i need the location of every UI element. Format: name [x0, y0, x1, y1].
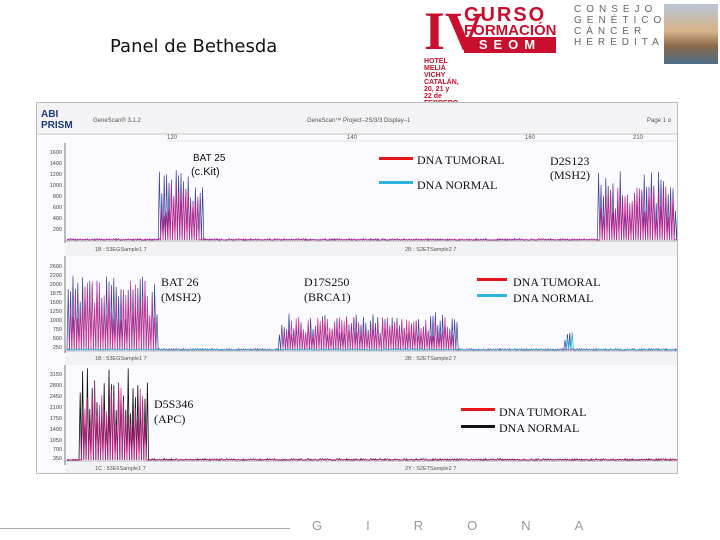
marker-label: D17S250 [304, 275, 350, 289]
axis-tick: 140 [347, 135, 358, 141]
y-tick: 800 [53, 194, 62, 200]
screenshot-header [37, 103, 677, 135]
y-tick: 1000 [50, 318, 62, 324]
axis-tick: 160 [525, 135, 536, 141]
slide-title: Panel de Bethesda [110, 36, 278, 57]
logo-consejo-line: GENÉTICO [574, 15, 667, 26]
y-tick: 400 [53, 216, 62, 222]
legend-swatch-tumoral [461, 408, 495, 411]
logo-formacion: FORMACIÓN [464, 22, 557, 39]
y-tick: 2600 [50, 264, 62, 270]
sample-label: 1C : 53E6Sample1 7 [95, 466, 146, 472]
brand-abi: ABI [41, 109, 58, 120]
marker-label: D2S123 [550, 154, 590, 168]
trace-line [66, 280, 677, 351]
y-tick: 700 [53, 447, 62, 453]
logo-seom: SEOM [464, 37, 556, 53]
marker-label: D5S346 [154, 397, 194, 411]
y-tick: 600 [53, 205, 62, 211]
panel-divider [65, 352, 677, 365]
legend-swatch-normal [461, 425, 495, 428]
axis-tick: 210 [633, 135, 644, 141]
trace-line [66, 382, 677, 461]
trace-line [66, 183, 677, 241]
sample-label: 2B : S2ETSample2 7 [405, 356, 456, 362]
legend-label: DNA NORMAL [513, 291, 594, 305]
y-tick: 250 [53, 345, 62, 351]
sample-label: 2Y : S2ETSample2 7 [405, 466, 456, 472]
legend-label: DNA NORMAL [499, 421, 580, 435]
y-tick: 1000 [50, 183, 62, 189]
legend-swatch-normal [477, 294, 507, 297]
trace-line [66, 332, 677, 351]
marker-label: BAT 25 [193, 153, 226, 164]
legend-label: DNA TUMORAL [417, 153, 505, 167]
y-tick: 750 [53, 327, 62, 333]
brand-prism: PRISM [41, 120, 73, 131]
genescan-screenshot: ABI PRISM GeneScan® 3.1.2 GeneScan™ Proj… [36, 102, 678, 474]
girona-photo [664, 4, 718, 64]
window-title: GeneScan™ Project–2S/3/3 Display–1 [307, 117, 411, 124]
logo-consejo-line: HEREDITARIO [574, 37, 697, 48]
sample-label: 1B : 53EGSample1 7 [95, 247, 147, 253]
page-label: Page 1 o [647, 118, 672, 124]
y-tick: 1200 [50, 172, 62, 178]
y-tick: 1750 [50, 416, 62, 422]
marker-label: BAT 26 [161, 275, 199, 289]
legend-label: DNA TUMORAL [513, 275, 601, 289]
y-tick: 2800 [50, 383, 62, 389]
marker-label: (BRCA1) [304, 290, 351, 304]
marker-label: (MSH2) [161, 290, 202, 304]
electropherogram-svg: ABI PRISM GeneScan® 3.1.2 GeneScan™ Proj… [37, 103, 677, 473]
logo-consejo-line: CÁNCER [574, 26, 647, 37]
legend-swatch-tumoral [477, 278, 507, 281]
sample-label: 1B : 53EGSample1 7 [95, 356, 147, 362]
y-tick: 2200 [50, 273, 62, 279]
trace-line [66, 368, 677, 461]
y-tick: 1600 [50, 150, 62, 156]
logo-consejo-text: CONSEJO GENÉTICO CÁNCER HEREDITARIO [574, 4, 697, 48]
y-tick: 200 [53, 227, 62, 233]
legend-label: DNA TUMORAL [499, 405, 587, 419]
footer-rule [0, 528, 290, 529]
y-tick: 1875 [50, 291, 62, 297]
y-tick: 1500 [50, 300, 62, 306]
footer-city: GIRONA [312, 518, 628, 533]
app-name: GeneScan® 3.1.2 [93, 117, 141, 124]
y-tick: 1400 [50, 427, 62, 433]
logo-curso: CURSO [464, 4, 547, 26]
panel-divider [65, 242, 677, 256]
marker-label: (MSH2) [550, 168, 591, 182]
legend-swatch-normal [379, 181, 413, 184]
y-tick: 2000 [50, 282, 62, 288]
y-tick: 500 [53, 336, 62, 342]
axis-tick: 120 [167, 135, 178, 141]
y-tick: 2100 [50, 405, 62, 411]
logo-consejo-line: CONSEJO [574, 4, 658, 15]
y-tick: 350 [53, 456, 62, 462]
marker-label: (APC) [154, 412, 186, 426]
sample-label: 2B : S2ETSample2 7 [405, 247, 456, 253]
marker-label: (c.Kit) [191, 166, 220, 178]
y-tick: 1250 [50, 309, 62, 315]
panel-divider [65, 463, 677, 473]
y-tick: 1400 [50, 161, 62, 167]
y-tick: 2450 [50, 394, 62, 400]
y-tick: 3150 [50, 372, 62, 378]
trace-line [66, 170, 677, 241]
electropherogram-traces [66, 170, 677, 461]
legend-swatch-tumoral [379, 157, 413, 160]
y-tick: 1050 [50, 438, 62, 444]
legend-label: DNA NORMAL [417, 178, 498, 192]
